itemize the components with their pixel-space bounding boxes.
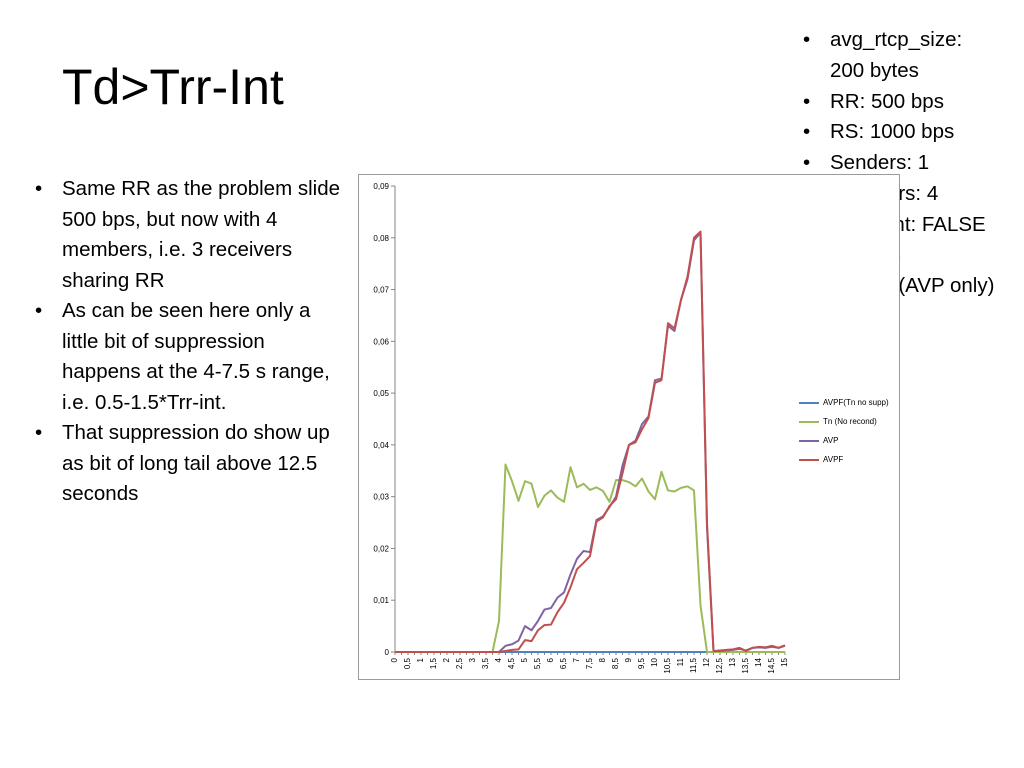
x-tick-label: 9 — [624, 657, 633, 662]
x-tick-label: 3 — [468, 657, 477, 662]
left-bullet-list: Same RR as the problem slide 500 bps, bu… — [32, 174, 347, 510]
y-tick-label: 0,02 — [373, 544, 389, 553]
x-tick-label: 15 — [780, 657, 789, 666]
x-tick-label: 10 — [650, 657, 659, 666]
legend-label: Tn (No recond) — [823, 417, 877, 426]
legend-swatch — [799, 401, 819, 404]
x-tick-label: 1 — [416, 657, 425, 662]
x-tick-label: 9,5 — [637, 657, 646, 669]
x-tick-label: 0 — [390, 657, 399, 662]
series-line — [395, 463, 785, 653]
x-tick-label: 13 — [728, 657, 737, 666]
x-tick-label: 2,5 — [455, 657, 464, 669]
x-tick-label: 8 — [598, 657, 607, 662]
x-tick-label: 13,5 — [741, 657, 750, 673]
legend-label: AVP — [823, 436, 839, 445]
left-bullet-item: Same RR as the problem slide 500 bps, bu… — [32, 174, 347, 296]
legend-item: AVP — [799, 431, 889, 450]
y-tick-label: 0,03 — [373, 493, 389, 502]
legend-item: Tn (No recond) — [799, 412, 889, 431]
x-tick-label: 5 — [520, 657, 529, 662]
x-tick-label: 4 — [494, 657, 503, 662]
x-tick-label: 2 — [442, 657, 451, 662]
left-bullet-item: As can be seen here only a little bit of… — [32, 296, 347, 418]
x-tick-label: 8,5 — [611, 657, 620, 669]
chart-legend: AVPF(Tn no supp) Tn (No recond) AVP AVPF — [799, 393, 889, 469]
x-tick-label: 5,5 — [533, 657, 542, 669]
legend-swatch — [799, 458, 819, 461]
x-tick-label: 12 — [702, 657, 711, 666]
x-tick-label: 11 — [676, 657, 685, 666]
y-tick-label: 0,01 — [373, 596, 389, 605]
legend-label: AVPF(Tn no supp) — [823, 398, 889, 407]
right-bullet-item: avg_rtcp_size: 200 bytes — [800, 25, 1000, 87]
x-tick-label: 7,5 — [585, 657, 594, 669]
x-tick-label: 3,5 — [481, 657, 490, 669]
x-tick-label: 11,5 — [689, 657, 698, 673]
series-line — [395, 231, 786, 653]
y-tick-label: 0,08 — [373, 234, 389, 243]
line-chart: 0 0,01 0,02 0,03 0,04 0,05 0,06 0,07 0,08 0,09 0 0,… — [358, 174, 900, 680]
x-tick-label: 7 — [572, 657, 581, 662]
x-tick-label: 6 — [546, 657, 555, 662]
legend-item: AVPF — [799, 450, 889, 469]
x-tick-label: 12,5 — [715, 657, 724, 673]
y-tick-label: 0 — [385, 648, 390, 657]
right-bullet-item: RS: 1000 bps — [800, 117, 1000, 148]
legend-label: AVPF — [823, 455, 844, 464]
x-tick-label: 10,5 — [663, 657, 672, 673]
legend-item: AVPF(Tn no supp) — [799, 393, 889, 412]
right-bullet-item: Senders: 1 — [800, 148, 1000, 179]
x-tick-label: 14,5 — [767, 657, 776, 673]
x-tick-label: 4,5 — [507, 657, 516, 669]
chart-plot-area: 0 0,01 0,02 0,03 0,04 0,05 0,06 0,07 0,08 0,09 0 0,… — [373, 182, 789, 674]
legend-swatch — [799, 439, 819, 442]
y-tick-label: 0,07 — [373, 286, 389, 295]
x-tick-label: 6,5 — [559, 657, 568, 669]
x-tick-label: 1,5 — [429, 657, 438, 669]
x-tick-label: 14 — [754, 657, 763, 666]
y-tick-label: 0,05 — [373, 389, 389, 398]
y-tick-label: 0,06 — [373, 337, 389, 346]
left-bullet-item: That suppression do show up as bit of lo… — [32, 418, 347, 510]
series-line — [395, 230, 786, 653]
legend-swatch — [799, 420, 819, 423]
x-tick-label: 0,5 — [403, 657, 412, 669]
y-tick-label: 0,09 — [373, 182, 389, 191]
slide-title: Td>Trr-Int — [62, 59, 284, 115]
y-tick-label: 0,04 — [373, 441, 389, 450]
right-bullet-item: RR: 500 bps — [800, 87, 1000, 118]
